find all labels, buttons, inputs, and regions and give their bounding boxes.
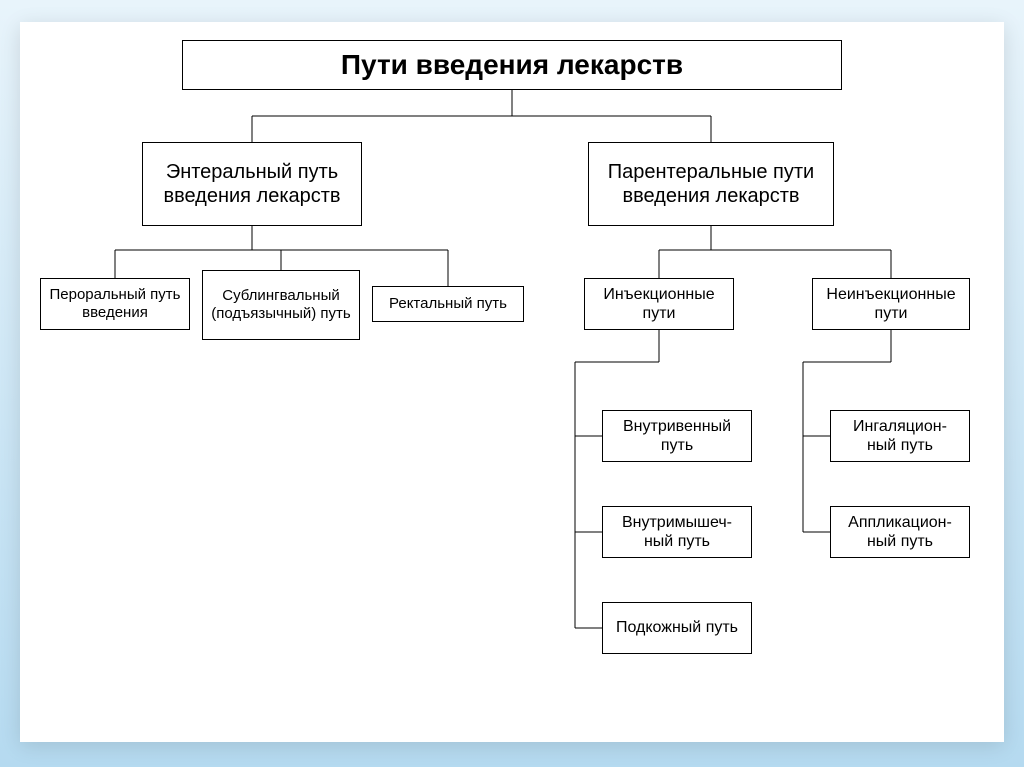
node-inhalation: Ингаляцион- ный путь xyxy=(830,410,970,462)
node-enteral: Энтеральный путь введения лекарств xyxy=(142,142,362,226)
node-application: Аппликацион- ный путь xyxy=(830,506,970,558)
node-rectal: Ректальный путь xyxy=(372,286,524,322)
node-sublingual: Сублингвальный (подъязычный) путь xyxy=(202,270,360,340)
node-noninjection: Неинъекционные пути xyxy=(812,278,970,330)
diagram-canvas: Пути введения лекарств Энтеральный путь … xyxy=(20,22,1004,742)
node-im: Внутримышеч- ный путь xyxy=(602,506,752,558)
node-peroral: Пероральный путь введения xyxy=(40,278,190,330)
node-root: Пути введения лекарств xyxy=(182,40,842,90)
node-sc: Подкожный путь xyxy=(602,602,752,654)
node-iv: Внутривенный путь xyxy=(602,410,752,462)
node-parenteral: Парентеральные пути введения лекарств xyxy=(588,142,834,226)
connector-lines xyxy=(20,22,1004,742)
node-injection: Инъекционные пути xyxy=(584,278,734,330)
